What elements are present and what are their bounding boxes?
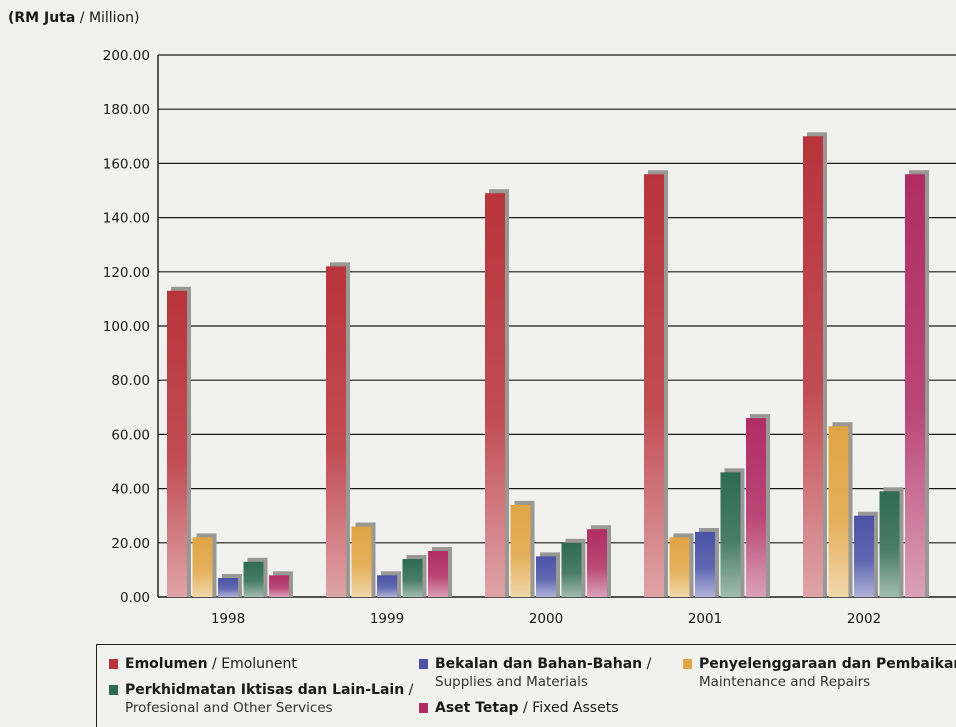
x-tick-label-2001: 2001	[688, 611, 722, 627]
legend-item-professional-services: Perkhidmatan Iktisas dan Lain-Lain / Pro…	[109, 681, 414, 717]
y-tick-label-3: 60.00	[111, 427, 150, 443]
bar-1998-0	[167, 290, 187, 597]
y-tick-label-6: 120.00	[103, 265, 150, 281]
x-tick-label-2000: 2000	[529, 611, 563, 627]
x-tick-label-1998: 1998	[211, 611, 245, 627]
bar-2001-4	[746, 418, 766, 597]
bar-1998-2	[218, 578, 238, 597]
legend-item-emolument: Emolumen / Emolunent	[109, 655, 297, 673]
bar-2002-2	[854, 515, 874, 597]
y-tick-label-9: 180.00	[103, 102, 150, 118]
bar-2002-1	[828, 426, 849, 597]
bar-1999-4	[428, 550, 448, 597]
x-tick-label-2002: 2002	[847, 611, 881, 627]
legend-swatch-supplies	[419, 659, 428, 669]
legend-label-fixed-assets-malay: Aset Tetap	[435, 700, 519, 716]
legend-item-supplies: Bekalan dan Bahan-Bahan / Supplies and M…	[419, 655, 652, 691]
y-tick-label-10: 200.00	[103, 48, 150, 64]
y-axis-unit-label: (RM Juta / Million)	[8, 10, 139, 26]
legend-label-fixed-assets-sep: /	[518, 700, 533, 716]
bar-1998-3	[243, 561, 264, 597]
y-tick-label-1: 20.00	[111, 536, 150, 552]
bar-1998-4	[269, 575, 289, 597]
bar-2002-3	[879, 491, 900, 597]
unit-label-malay: (RM Juta	[8, 10, 76, 26]
bar-1999-0	[326, 266, 346, 597]
legend-item-maintenance: Penyelenggaraan dan Pembaikan / Maintena…	[683, 655, 956, 691]
legend-item-fixed-assets: Aset Tetap / Fixed Assets	[419, 699, 619, 717]
x-tick-label-1999: 1999	[370, 611, 404, 627]
legend-label-emolument-english: Emolunent	[221, 656, 297, 672]
bar-2001-3	[720, 472, 741, 597]
y-tick-label-8: 160.00	[103, 156, 150, 172]
legend-swatch-professional-services	[109, 685, 118, 695]
legend-swatch-emolument	[109, 659, 118, 669]
chart-legend: Emolumen / Emolunent Perkhidmatan Iktisa…	[96, 644, 956, 727]
legend-label-professional-english: Profesional and Other Services	[125, 700, 333, 716]
bar-2002-4	[905, 174, 925, 598]
legend-label-supplies-malay: Bekalan dan Bahan-Bahan	[435, 656, 643, 672]
bar-1999-1	[351, 526, 372, 597]
bar-1999-2	[377, 575, 397, 597]
legend-label-fixed-assets-english: Fixed Assets	[532, 700, 619, 716]
legend-swatch-fixed-assets	[419, 703, 428, 713]
unit-label-english: Million)	[88, 10, 140, 26]
unit-label-separator: /	[75, 10, 89, 26]
legend-label-emolument-sep: /	[207, 656, 222, 672]
bar-2002-0	[803, 136, 823, 598]
bar-2001-2	[695, 531, 715, 597]
bar-2000-0	[485, 193, 505, 597]
bar-chart: 0.00 20.00 40.00 60.00 80.00 100.00 120.00 140.…	[103, 48, 956, 627]
y-tick-label-0: 0.00	[120, 590, 150, 606]
bar-1998-1	[192, 537, 213, 597]
y-tick-label-2: 40.00	[111, 482, 150, 498]
legend-label-supplies-sep: /	[642, 656, 652, 672]
bar-2000-1	[510, 504, 531, 597]
y-tick-label-4: 80.00	[111, 373, 150, 389]
y-tick-label-5: 100.00	[103, 319, 150, 335]
legend-swatch-maintenance	[683, 659, 692, 669]
legend-label-emolument-malay: Emolumen	[125, 656, 208, 672]
legend-label-supplies-english: Supplies and Materials	[435, 674, 588, 690]
bar-2001-1	[669, 537, 690, 597]
legend-label-maintenance-english: Maintenance and Repairs	[699, 674, 871, 690]
legend-label-professional-sep: /	[404, 682, 414, 698]
bar-2000-3	[561, 542, 582, 597]
bar-1999-3	[402, 559, 423, 597]
bar-2001-0	[644, 174, 664, 598]
bar-2000-4	[587, 529, 607, 597]
legend-label-maintenance-malay: Penyelenggaraan dan Pembaikan	[699, 656, 956, 672]
bar-2000-2	[536, 556, 556, 597]
y-tick-label-7: 140.00	[103, 211, 150, 227]
legend-label-professional-malay: Perkhidmatan Iktisas dan Lain-Lain	[125, 682, 405, 698]
